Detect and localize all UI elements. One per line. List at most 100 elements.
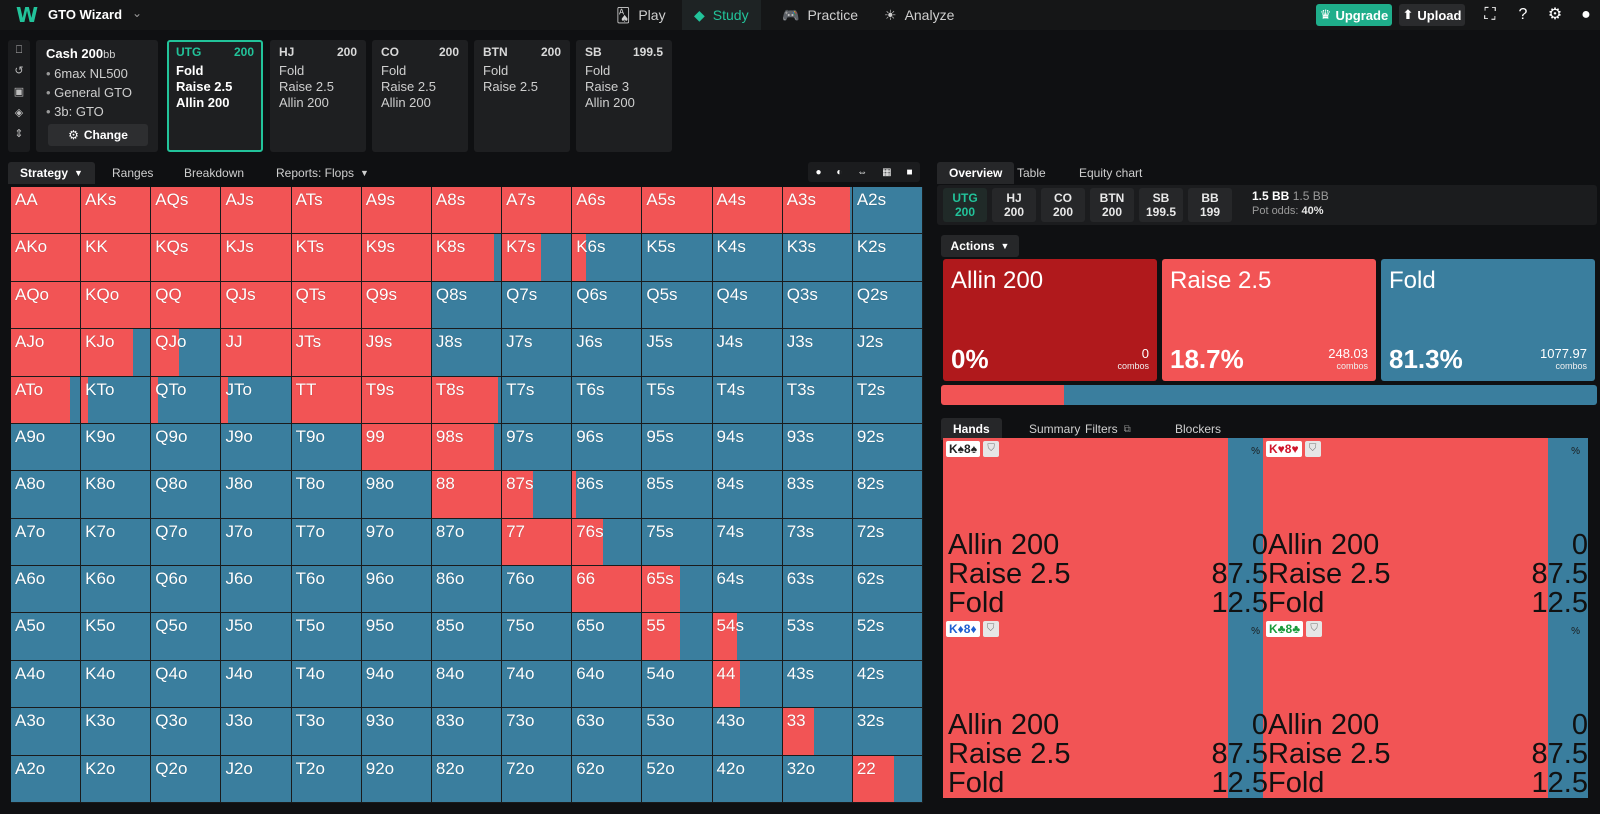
hand-cell[interactable]: 96s: [572, 423, 643, 472]
hand-cell[interactable]: A3s: [782, 187, 853, 235]
screenshot-icon[interactable]: ⛶: [1484, 6, 1496, 23]
hand-cell[interactable]: T8o: [291, 471, 362, 519]
position-action[interactable]: Allin 200: [381, 95, 431, 110]
position-action[interactable]: Allin 200: [585, 95, 635, 110]
seat-utg[interactable]: UTG 200: [943, 188, 987, 222]
hand-cell[interactable]: KK: [81, 234, 152, 282]
hand-cell[interactable]: 97o: [361, 518, 432, 567]
hand-cell[interactable]: J6s: [572, 329, 643, 377]
hand-cell[interactable]: K2o: [81, 755, 152, 803]
hand-cell[interactable]: QTo: [151, 376, 222, 424]
hand-cell[interactable]: Q5s: [642, 281, 713, 330]
hand-combo-card[interactable]: K♦8♦ ⛉% Allin 200 0 Raise 2.5 87.5 Fold 12.5: [943, 618, 1268, 798]
hand-cell[interactable]: KTo: [81, 376, 152, 424]
hand-cell[interactable]: 43o: [712, 708, 783, 756]
hand-cell[interactable]: A7o: [11, 518, 82, 567]
hand-cell[interactable]: 98o: [361, 471, 432, 519]
hand-cell[interactable]: J8o: [221, 471, 292, 519]
action-card-raise-2-5[interactable]: Raise 2.5 18.7% 248.03 combos: [1162, 259, 1376, 381]
hand-cell[interactable]: 98s: [431, 423, 503, 472]
tab-hands[interactable]: Hands: [941, 418, 1002, 440]
hand-cell[interactable]: 88: [431, 471, 503, 519]
hand-cell[interactable]: A8s: [431, 187, 503, 235]
position-action[interactable]: Allin 200: [176, 95, 230, 110]
hand-cell[interactable]: K3s: [782, 234, 853, 282]
tab-reports[interactable]: Reports: Flops ▼: [276, 162, 369, 184]
gear-icon[interactable]: ⚙: [1547, 6, 1563, 23]
hand-cell[interactable]: K9s: [361, 234, 432, 282]
hand-cell[interactable]: Q6o: [151, 566, 222, 614]
action-card-allin-200[interactable]: Allin 200 0% 0 combos: [943, 259, 1157, 381]
hand-cell[interactable]: 43s: [782, 660, 853, 709]
hand-cell[interactable]: TT: [291, 376, 362, 424]
expand-vertical-icon[interactable]: ⇕: [14, 128, 24, 140]
hand-cell[interactable]: A4s: [712, 187, 783, 235]
hand-cell[interactable]: 83s: [782, 471, 853, 519]
hand-cell[interactable]: 76s: [572, 518, 643, 567]
hand-cell[interactable]: Q4s: [712, 281, 783, 330]
hand-cell[interactable]: A5s: [642, 187, 713, 235]
hand-cell[interactable]: T6s: [572, 376, 643, 424]
position-card-co[interactable]: CO 200 Fold Raise 2.5 Allin 200: [372, 40, 468, 152]
hand-cell[interactable]: 95s: [642, 423, 713, 472]
position-action[interactable]: Fold: [279, 63, 305, 78]
hand-cell[interactable]: K8o: [81, 471, 152, 519]
hand-cell[interactable]: 92s: [852, 423, 923, 472]
hand-cell[interactable]: AJs: [221, 187, 292, 235]
hand-cell[interactable]: Q8o: [151, 471, 222, 519]
upgrade-button[interactable]: ♛ Upgrade: [1316, 4, 1392, 26]
hand-cell[interactable]: A5o: [11, 613, 82, 661]
hand-cell[interactable]: Q7s: [502, 281, 573, 330]
position-action[interactable]: Raise 2.5: [279, 79, 334, 94]
hand-cell[interactable]: Q3o: [151, 708, 222, 756]
tab-summary[interactable]: Summary: [1029, 422, 1081, 436]
hand-cell[interactable]: 83o: [431, 708, 503, 756]
hand-cell[interactable]: K8s: [431, 234, 503, 282]
hand-cell[interactable]: 42o: [712, 755, 783, 803]
hand-cell[interactable]: T3o: [291, 708, 362, 756]
hand-cell[interactable]: KTs: [291, 234, 362, 282]
hand-cell[interactable]: J4o: [221, 660, 292, 709]
hand-cell[interactable]: K2s: [852, 234, 923, 282]
hand-cell[interactable]: 82s: [852, 471, 923, 519]
seat-btn[interactable]: BTN 200: [1090, 188, 1134, 222]
hand-cell[interactable]: T8s: [431, 376, 503, 424]
position-card-btn[interactable]: BTN 200 Fold Raise 2.5: [474, 40, 570, 152]
seat-bb[interactable]: BB 199: [1188, 188, 1232, 222]
hand-combo-card[interactable]: K♣8♣ ⛉% Allin 200 0 Raise 2.5 87.5 Fold 12.5: [1263, 618, 1588, 798]
hand-cell[interactable]: J2o: [221, 755, 292, 803]
hand-cell[interactable]: 86o: [431, 566, 503, 614]
hand-cell[interactable]: K9o: [81, 423, 152, 472]
hand-cell[interactable]: 97s: [502, 423, 573, 472]
action-card-fold[interactable]: Fold 81.3% 1077.97 combos: [1381, 259, 1595, 381]
hand-cell[interactable]: K4s: [712, 234, 783, 282]
hand-cell[interactable]: A4o: [11, 660, 82, 709]
hand-cell[interactable]: K4o: [81, 660, 152, 709]
nav-tab-play[interactable]: 🂡 Play: [604, 0, 678, 30]
tab-overview[interactable]: Overview: [937, 162, 1015, 184]
hand-cell[interactable]: T2s: [852, 376, 923, 424]
hand-cell[interactable]: 87o: [431, 518, 503, 567]
tab-ranges[interactable]: Ranges: [112, 166, 154, 180]
hand-cell[interactable]: 95o: [361, 613, 432, 661]
hand-cell[interactable]: 66: [572, 566, 643, 614]
hand-cell[interactable]: Q9o: [151, 423, 222, 472]
history-icon[interactable]: ↺: [14, 65, 24, 77]
hand-cell[interactable]: J2s: [852, 329, 923, 377]
hand-cell[interactable]: AKs: [81, 187, 152, 235]
hand-cell[interactable]: 52o: [642, 755, 713, 803]
hand-cell[interactable]: 85s: [642, 471, 713, 519]
hand-combo-card[interactable]: K♠8♠ ⛉% Allin 200 0 Raise 2.5 87.5 Fold 12.5: [943, 438, 1268, 618]
hand-cell[interactable]: T7s: [502, 376, 573, 424]
hand-cell[interactable]: 85o: [431, 613, 503, 661]
save-icon[interactable]: ▣: [13, 86, 25, 98]
hand-cell[interactable]: AQs: [151, 187, 222, 235]
hand-cell[interactable]: 52s: [852, 613, 923, 661]
brand-name[interactable]: GTO Wizard: [48, 7, 123, 22]
hand-cell[interactable]: J7s: [502, 329, 573, 377]
hand-cell[interactable]: A7s: [502, 187, 573, 235]
hand-cell[interactable]: AJo: [11, 329, 82, 377]
hand-cell[interactable]: K5s: [642, 234, 713, 282]
hand-cell[interactable]: 44: [712, 660, 783, 709]
tab-breakdown[interactable]: Breakdown: [184, 166, 245, 180]
